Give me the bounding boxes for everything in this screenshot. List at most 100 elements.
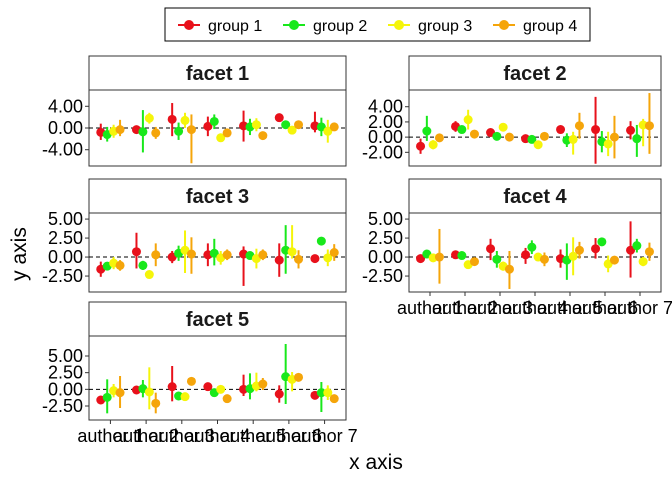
- y-tick-label: -2.50: [362, 266, 403, 286]
- point-estimate: [144, 113, 154, 123]
- point-range-author-1-group-4: [434, 228, 444, 284]
- point-range-author-2-group-4: [151, 243, 161, 267]
- point-range-author-7-group-3: [323, 119, 333, 143]
- point-range-author-3-group-3: [498, 122, 508, 132]
- y-tick-label: 5.00: [48, 209, 83, 229]
- point-estimate: [329, 122, 339, 132]
- point-range-author-4-group-2: [209, 238, 219, 266]
- point-range-author-1-group-2: [102, 379, 112, 414]
- point-estimate: [574, 245, 584, 255]
- point-estimate: [316, 122, 326, 132]
- point-range-author-1-group-4: [115, 376, 125, 408]
- legend-label: group 1: [208, 18, 262, 35]
- x-tick-label: author 6: [572, 298, 638, 318]
- legend-box: [164, 7, 591, 42]
- point-estimate: [151, 128, 161, 138]
- point-estimate: [323, 126, 333, 136]
- legend-label: group 2: [313, 18, 367, 35]
- point-range-author-3-group-3: [180, 112, 190, 128]
- point-range-author-2-group-3: [144, 367, 154, 410]
- point-range-author-5-group-4: [258, 378, 268, 390]
- point-range-author-5-group-4: [574, 241, 584, 259]
- point-estimate: [258, 379, 268, 389]
- point-estimate: [457, 125, 467, 135]
- legend-label: group 4: [523, 18, 577, 35]
- point-estimate: [281, 120, 291, 130]
- point-range-author-4-group-2: [527, 134, 537, 144]
- point-range-author-4-group-1: [203, 382, 213, 392]
- point-estimate: [209, 248, 219, 258]
- panel-area: [408, 212, 662, 293]
- panel-facet-3: facet 3 -2.500.002.505.00: [42, 178, 347, 293]
- facet-title: facet 2: [503, 63, 566, 85]
- y-tick-label: -2.50: [42, 266, 83, 286]
- point-estimate: [638, 257, 648, 267]
- point-range-author-7-group-2: [632, 238, 642, 253]
- point-estimate: [294, 254, 304, 264]
- y-tick-label: 0.00: [368, 127, 403, 147]
- legend-key-point: [184, 20, 194, 30]
- facet-title: facet 4: [503, 186, 567, 208]
- point-range-author-2-group-3: [144, 112, 154, 124]
- point-estimate: [287, 125, 297, 135]
- point-range-author-2-group-4: [469, 129, 479, 139]
- point-range-author-6-group-2: [597, 237, 607, 247]
- point-range-author-4-group-3: [216, 133, 226, 143]
- x-tick-label: author 7: [607, 298, 672, 318]
- point-estimate: [597, 237, 607, 247]
- x-tick-label: author 7: [292, 426, 358, 446]
- x-tick-label: author 3: [467, 298, 533, 318]
- point-range-author-4-group-1: [203, 116, 213, 137]
- point-estimate: [492, 254, 502, 264]
- x-tick-label: author 4: [502, 298, 568, 318]
- point-range-author-2-group-3: [144, 270, 154, 280]
- point-estimate: [568, 251, 578, 261]
- y-tick-label: 4.00: [48, 96, 83, 116]
- point-range-author-2-group-2: [457, 251, 467, 261]
- point-estimate: [568, 134, 578, 144]
- point-range-author-7-group-4: [329, 394, 339, 404]
- x-tick-label: author 2: [113, 426, 179, 446]
- point-estimate: [323, 388, 333, 398]
- point-estimate: [102, 392, 112, 402]
- point-range-author-7-group-1: [626, 121, 636, 140]
- point-estimate: [463, 115, 473, 125]
- point-range-author-1-group-2: [422, 115, 432, 141]
- x-tick-label: author 1: [397, 298, 463, 318]
- point-estimate: [556, 125, 566, 135]
- point-estimate: [469, 257, 479, 267]
- point-range-author-7-group-3: [323, 385, 333, 400]
- point-range-author-4-group-3: [216, 384, 226, 394]
- point-range-author-3-group-2: [174, 122, 184, 140]
- point-estimate: [151, 398, 161, 408]
- facet-title: facet 1: [186, 63, 249, 85]
- point-range-author-7-group-4: [329, 244, 339, 261]
- point-range-author-4-group-4: [222, 128, 232, 138]
- point-range-author-7-group-1: [626, 221, 636, 278]
- panel-facet-1: facet 1 -4.000.004.00: [42, 55, 347, 167]
- point-estimate: [632, 134, 642, 144]
- point-estimate: [316, 236, 326, 246]
- point-range-author-7-group-4: [644, 93, 654, 154]
- point-estimate: [323, 253, 333, 263]
- y-tick-label: 2.50: [368, 228, 403, 248]
- facet-strip: [88, 178, 347, 214]
- point-range-author-5-group-1: [556, 125, 566, 135]
- point-estimate: [138, 260, 148, 270]
- point-range-author-6-group-1: [274, 113, 284, 123]
- x-tick-label: author 3: [149, 426, 215, 446]
- point-range-author-2-group-2: [457, 125, 467, 135]
- point-estimate: [527, 134, 537, 144]
- y-tick-label: 5.00: [368, 209, 403, 229]
- y-tick-label: 0.00: [368, 247, 403, 267]
- point-range-author-3-group-3: [180, 392, 190, 402]
- panel-facet-2: facet 2 -2.000.002.004.00: [362, 55, 662, 167]
- point-range-author-4-group-2: [527, 240, 537, 255]
- facet-title: facet 3: [186, 186, 249, 208]
- point-range-author-2-group-2: [138, 260, 148, 270]
- point-estimate: [186, 249, 196, 259]
- y-tick-label: 4.00: [368, 97, 403, 117]
- y-tick-label: 5.00: [48, 346, 83, 366]
